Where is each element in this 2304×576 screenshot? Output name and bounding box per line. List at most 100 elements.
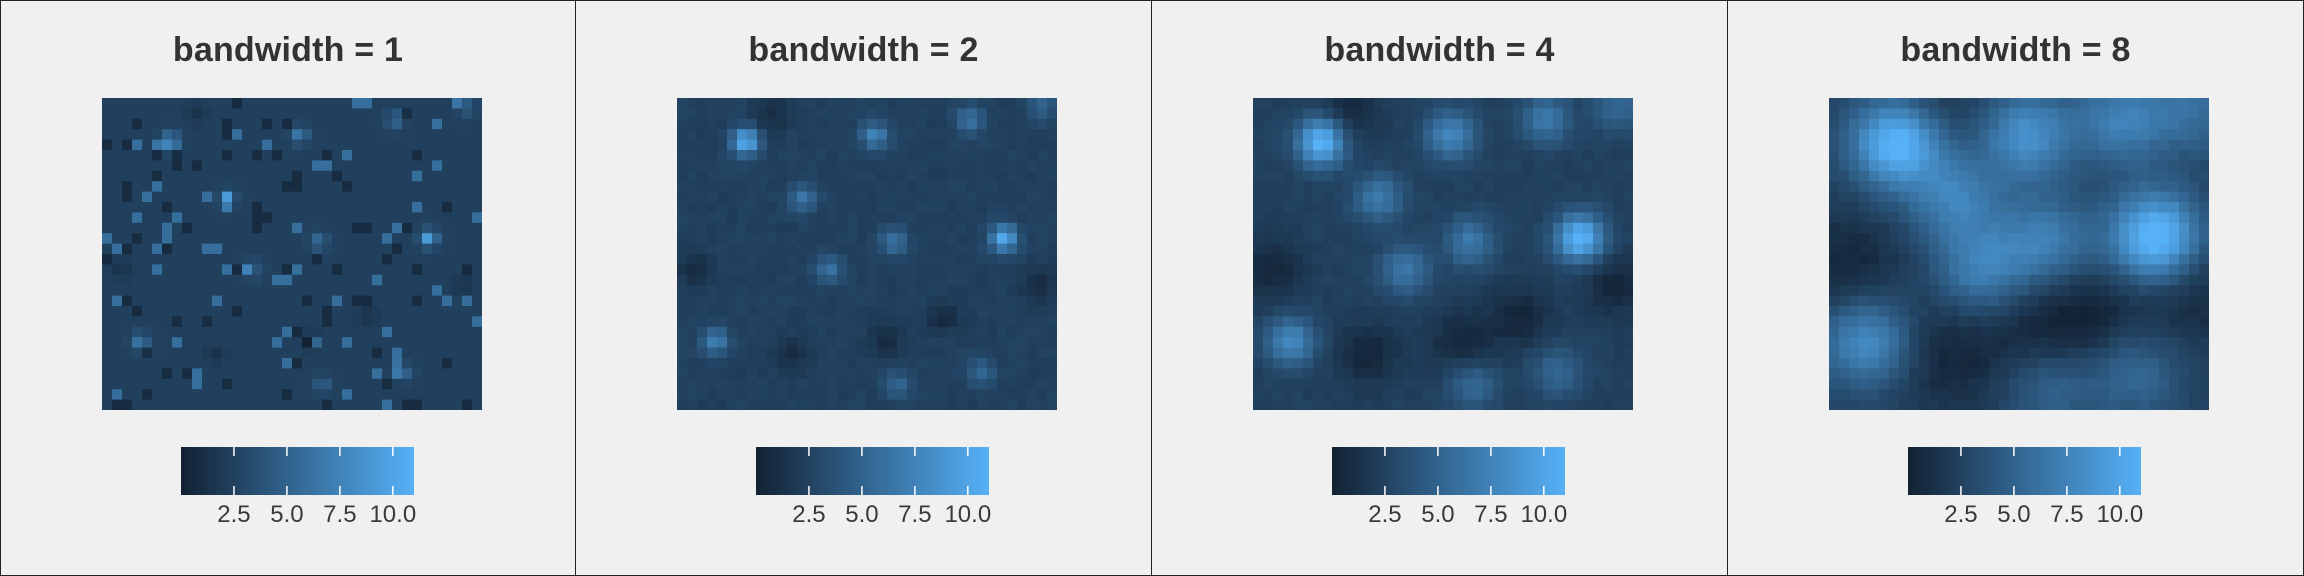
- heatmap-cell: [1999, 243, 2010, 255]
- heatmap-cell: [2069, 306, 2080, 317]
- heatmap-cell: [747, 389, 758, 400]
- heatmap-cell: [1929, 295, 1940, 307]
- heatmap-cell: [1037, 150, 1048, 161]
- heatmap-cell: [1443, 98, 1454, 109]
- heatmap-cell: [2199, 181, 2209, 192]
- heatmap-cell: [1393, 358, 1404, 369]
- heatmap-cell: [2109, 378, 2120, 390]
- heatmap-cell: [717, 222, 728, 234]
- heatmap-cell: [422, 306, 433, 317]
- heatmap-cell: [182, 306, 193, 317]
- heatmap-cell: [222, 170, 233, 182]
- heatmap-cell: [2149, 274, 2160, 286]
- heatmap-cell: [1859, 274, 1870, 286]
- heatmap-cell: [2029, 337, 2040, 348]
- heatmap-cell: [1027, 212, 1038, 224]
- heatmap-cell: [1343, 389, 1354, 400]
- heatmap-cell: [2109, 368, 2120, 380]
- heatmap-cell: [927, 316, 938, 328]
- heatmap-cell: [2109, 274, 2120, 286]
- heatmap-cell: [432, 368, 443, 380]
- heatmap-cell: [2079, 274, 2090, 286]
- panel-bandwidth-4: bandwidth = 4 2.5 5.0 7.5 10.0: [1152, 0, 1728, 576]
- colorbar-segment: [1970, 447, 1975, 495]
- heatmap-cell: [867, 160, 878, 172]
- heatmap-cell: [352, 347, 363, 359]
- heatmap-cell: [262, 264, 273, 276]
- heatmap-cell: [877, 170, 888, 182]
- heatmap-cell: [677, 202, 688, 213]
- heatmap-cell: [2079, 264, 2090, 276]
- heatmap-cell: [412, 368, 423, 380]
- heatmap-cell: [1613, 212, 1624, 224]
- heatmap-cell: [707, 150, 718, 161]
- heatmap-cell: [1533, 326, 1544, 338]
- heatmap-cell: [182, 243, 193, 255]
- heatmap-cell: [2109, 306, 2120, 317]
- heatmap-cell: [1373, 98, 1384, 109]
- heatmap-cell: [322, 243, 333, 255]
- heatmap-cell: [1047, 264, 1057, 276]
- heatmap-cell: [2059, 118, 2070, 130]
- colorbar-segment: [1448, 447, 1453, 495]
- heatmap-cell: [1423, 389, 1434, 400]
- heatmap-cell: [462, 181, 473, 192]
- heatmap-cell: [1623, 108, 1633, 120]
- heatmap-cell: [1919, 316, 1930, 328]
- heatmap-cell: [282, 306, 293, 317]
- heatmap-cell: [737, 254, 748, 265]
- heatmap-cell: [997, 337, 1008, 348]
- heatmap-cell: [2009, 243, 2020, 255]
- heatmap-cell: [1879, 202, 1890, 213]
- heatmap-cell: [422, 139, 433, 151]
- heatmap-cell: [697, 306, 708, 317]
- heatmap-cell: [1979, 98, 1990, 109]
- heatmap-cell: [332, 98, 343, 109]
- heatmap-cell: [1583, 274, 1594, 286]
- heatmap-cell: [1047, 389, 1057, 400]
- heatmap-cell: [2019, 202, 2030, 213]
- heatmap-cell: [767, 274, 778, 286]
- heatmap-cell: [1839, 108, 1850, 120]
- heatmap-cell: [1553, 139, 1564, 151]
- heatmap-cell: [1373, 139, 1384, 151]
- heatmap-cell: [1423, 129, 1434, 140]
- heatmap-cell: [272, 212, 283, 224]
- heatmap-cell: [1443, 389, 1454, 400]
- heatmap-cell: [342, 378, 353, 390]
- heatmap-cell: [1879, 212, 1890, 224]
- heatmap-cell: [1273, 108, 1284, 120]
- heatmap-cell: [1293, 378, 1304, 390]
- heatmap-cell: [192, 170, 203, 182]
- heatmap-cell: [1393, 108, 1404, 120]
- heatmap-cell: [997, 274, 1008, 286]
- heatmap-cell: [102, 285, 113, 296]
- heatmap-cell: [1523, 368, 1534, 380]
- heatmap-cell: [1403, 254, 1414, 265]
- heatmap-cell: [997, 378, 1008, 390]
- heatmap-cell: [1959, 170, 1970, 182]
- heatmap-cell: [432, 191, 443, 203]
- heatmap-cell: [382, 129, 393, 140]
- heatmap-cell: [2019, 295, 2030, 307]
- heatmap-cell: [452, 337, 463, 348]
- colorbar-segment: [184, 447, 190, 495]
- heatmap-cell: [1453, 98, 1464, 109]
- heatmap-cell: [687, 243, 698, 255]
- heatmap-cell: [1919, 254, 1930, 265]
- heatmap-cell: [797, 326, 808, 338]
- heatmap-cell: [1513, 108, 1524, 120]
- heatmap-cell: [777, 139, 788, 151]
- heatmap-cell: [172, 389, 183, 400]
- heatmap-cell: [402, 358, 413, 369]
- heatmap-cell: [1017, 108, 1028, 120]
- heatmap-cell: [967, 212, 978, 224]
- heatmap-cell: [2199, 389, 2209, 400]
- heatmap-cell: [2159, 150, 2170, 161]
- heatmap-cell: [1949, 347, 1960, 359]
- heatmap-cell: [402, 295, 413, 307]
- heatmap-cell: [977, 274, 988, 286]
- colorbar-segment: [1429, 447, 1434, 495]
- heatmap-cell: [1383, 170, 1394, 182]
- heatmap-cell: [2159, 358, 2170, 369]
